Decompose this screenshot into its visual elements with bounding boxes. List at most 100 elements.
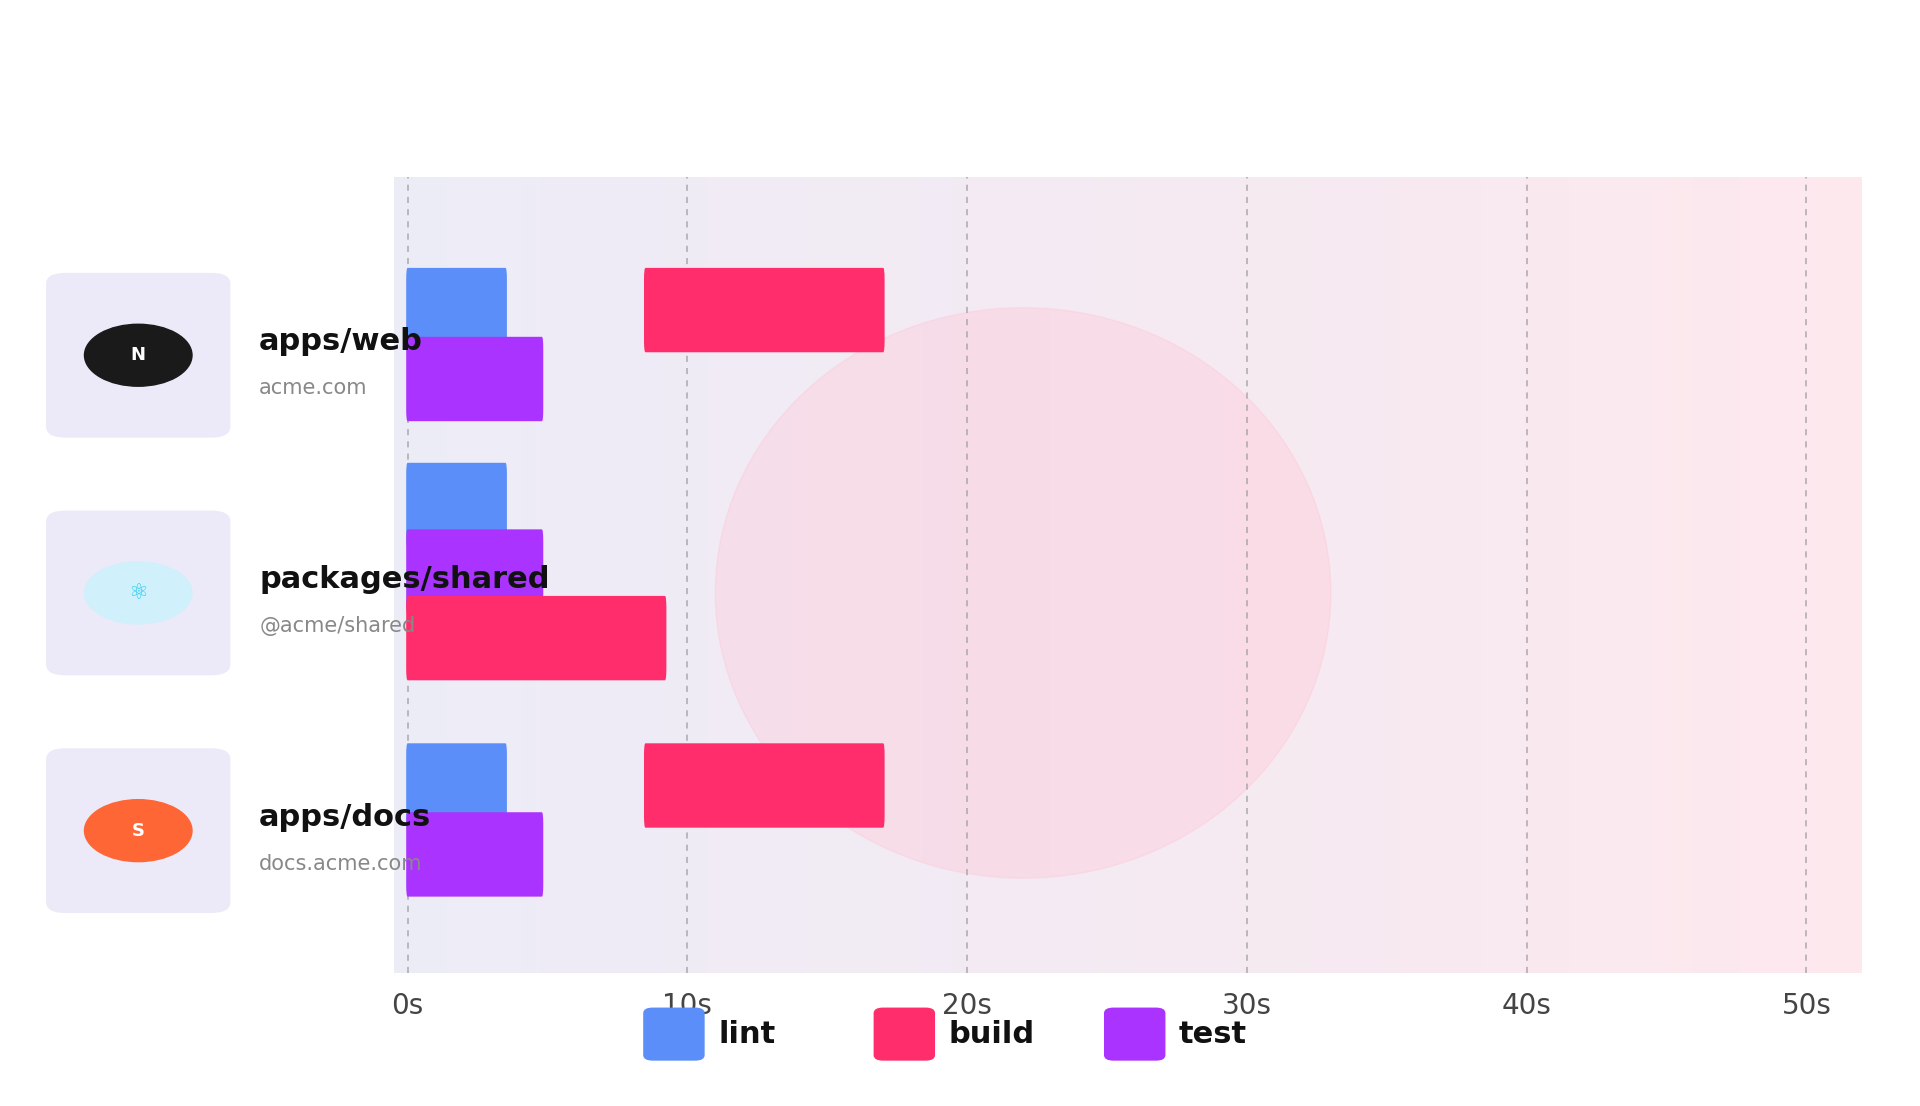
Bar (419, 177, 422, 973)
Bar (962, 177, 966, 973)
Bar (1240, 177, 1246, 973)
Bar (507, 177, 511, 973)
Bar (966, 177, 972, 973)
Bar (447, 177, 453, 973)
Bar (1780, 177, 1784, 973)
Bar (1281, 177, 1284, 973)
Bar (1461, 177, 1465, 973)
Bar (1117, 177, 1123, 973)
Bar (580, 177, 584, 973)
Bar (1774, 177, 1780, 973)
Bar (1661, 177, 1667, 973)
Bar (933, 177, 937, 973)
Bar (428, 177, 432, 973)
Bar (1809, 177, 1812, 973)
FancyBboxPatch shape (407, 530, 543, 614)
Bar (659, 177, 662, 973)
Bar (732, 177, 737, 973)
Text: test: test (1179, 1020, 1246, 1048)
Bar (1521, 177, 1524, 973)
Bar (1108, 177, 1114, 973)
Bar (1388, 177, 1392, 973)
Bar (1167, 177, 1171, 973)
Ellipse shape (716, 307, 1331, 878)
Text: ⚛: ⚛ (129, 583, 148, 603)
Bar (845, 177, 849, 973)
Bar (937, 177, 943, 973)
FancyBboxPatch shape (407, 337, 543, 421)
Bar (1035, 177, 1041, 973)
Bar (1676, 177, 1682, 973)
Bar (801, 177, 804, 973)
Bar (1695, 177, 1701, 973)
Bar (1736, 177, 1740, 973)
Bar (820, 177, 824, 973)
Text: apps/docs: apps/docs (259, 803, 432, 832)
Bar (1215, 177, 1221, 973)
Bar (1705, 177, 1711, 973)
Bar (541, 177, 545, 973)
Bar (1206, 177, 1212, 973)
Bar (693, 177, 697, 973)
Bar (1382, 177, 1388, 973)
Bar (1711, 177, 1716, 973)
Bar (403, 177, 409, 973)
Bar (1847, 177, 1853, 973)
Bar (1578, 177, 1584, 973)
Bar (1158, 177, 1162, 973)
Bar (1284, 177, 1290, 973)
Bar (1313, 177, 1319, 973)
Bar (1212, 177, 1215, 973)
Bar (1421, 177, 1427, 973)
Bar (1407, 177, 1411, 973)
Bar (653, 177, 659, 973)
Bar (1505, 177, 1509, 973)
Bar (908, 177, 912, 973)
Bar (570, 177, 574, 973)
Bar (972, 177, 975, 973)
Bar (1667, 177, 1672, 973)
FancyBboxPatch shape (407, 596, 666, 680)
Bar (453, 177, 457, 973)
Bar (1853, 177, 1857, 973)
Bar (1417, 177, 1421, 973)
FancyBboxPatch shape (643, 743, 885, 827)
Bar (741, 177, 747, 973)
Bar (1221, 177, 1225, 973)
Bar (1025, 177, 1029, 973)
Bar (482, 177, 486, 973)
Text: @acme/shared: @acme/shared (259, 616, 415, 636)
Bar (1142, 177, 1148, 973)
Bar (1622, 177, 1628, 973)
Bar (555, 177, 561, 973)
Bar (1496, 177, 1500, 973)
Bar (1085, 177, 1089, 973)
Bar (1793, 177, 1799, 973)
Bar (1515, 177, 1521, 973)
Text: apps/web: apps/web (259, 327, 422, 356)
Bar (1455, 177, 1461, 973)
Bar (438, 177, 442, 973)
Bar (1480, 177, 1486, 973)
Bar (1187, 177, 1192, 973)
Bar (975, 177, 981, 973)
Bar (1540, 177, 1544, 973)
Bar (1530, 177, 1534, 973)
Bar (609, 177, 614, 973)
Bar (1603, 177, 1607, 973)
FancyBboxPatch shape (407, 743, 507, 827)
Bar (1770, 177, 1774, 973)
Bar (614, 177, 618, 973)
Bar (1803, 177, 1809, 973)
Bar (1549, 177, 1553, 973)
Bar (1379, 177, 1382, 973)
Bar (1196, 177, 1202, 973)
Bar (1344, 177, 1348, 973)
Bar (877, 177, 883, 973)
Bar (1657, 177, 1661, 973)
Bar (1398, 177, 1402, 973)
Bar (1812, 177, 1818, 973)
Bar (1064, 177, 1069, 973)
Bar (1524, 177, 1530, 973)
Bar (1294, 177, 1300, 973)
